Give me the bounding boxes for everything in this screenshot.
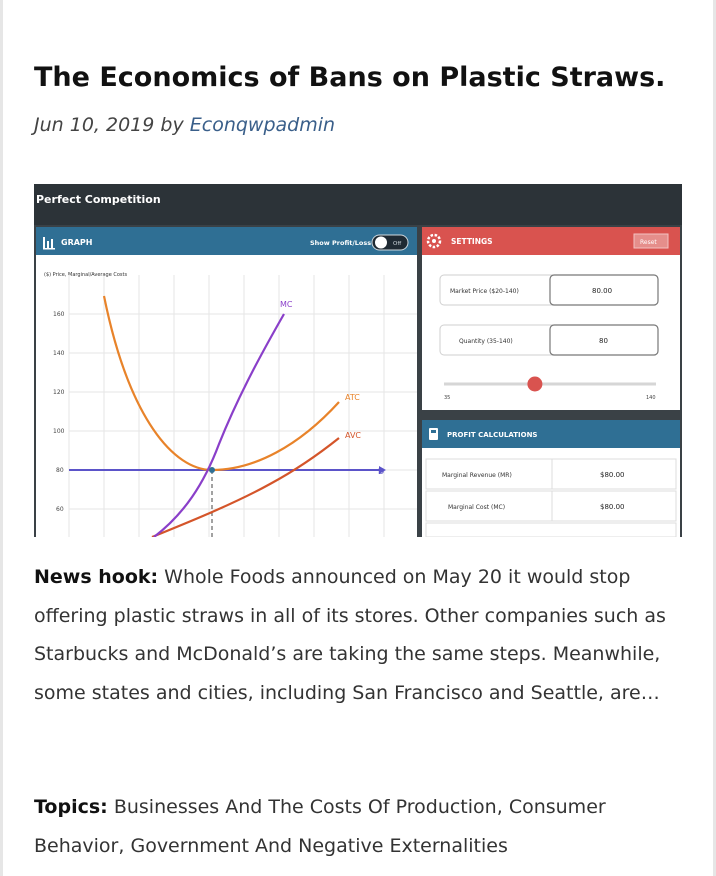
right-frame: [713, 0, 716, 876]
mr-label: Marginal Revenue (MR): [442, 472, 512, 479]
quantity-value: 80: [599, 337, 608, 345]
quantity-slider-handle[interactable]: [527, 376, 543, 392]
slider-min: 35: [444, 395, 450, 401]
topic-separator: ,: [496, 796, 509, 818]
topic-link-government[interactable]: Government And Negative Externalities: [130, 835, 508, 857]
mr-value-cell: [551, 458, 677, 490]
post-meta: Jun 10, 2019 by Econqwpadmin: [34, 114, 335, 136]
market-price-input[interactable]: [549, 274, 659, 306]
mc-value-cell: [551, 490, 677, 522]
topic-link-consumer-behavior[interactable]: Consumer Behavior: [34, 796, 606, 857]
graph-panel-header: [36, 227, 417, 255]
post-excerpt: News hook: Whole Foods announced on May …: [34, 558, 694, 712]
settings-panel: [422, 227, 680, 410]
y-tick-80: 80: [56, 467, 64, 474]
mc-calc-label: Marginal Cost (MC): [448, 504, 505, 511]
excerpt-label: News hook:: [34, 566, 159, 588]
y-tick-140: 140: [53, 350, 65, 357]
mc-value: $80.00: [600, 503, 625, 511]
market-price-value: 80.00: [592, 287, 612, 295]
y-tick-160: 160: [53, 311, 65, 318]
demand-label: D: [378, 467, 384, 476]
left-frame: [0, 0, 3, 876]
topics-label: Topics:: [34, 796, 108, 818]
bar-chart-icon: [43, 237, 55, 250]
mr-label-cell: [425, 458, 553, 490]
toggle-state: Off: [393, 241, 401, 247]
reset-label: Reset: [640, 239, 657, 246]
quantity-input[interactable]: [549, 324, 659, 356]
market-price-label: Market Price ($20-140): [450, 288, 519, 295]
post-title[interactable]: The Economics of Bans on Plastic Straws.: [34, 62, 666, 93]
mc-label-cell: [425, 490, 553, 522]
post-topics: Topics: Businesses And The Costs Of Prod…: [34, 788, 694, 866]
y-tick-60: 60: [56, 506, 64, 513]
graph-panel: [36, 227, 417, 537]
reset-button[interactable]: [633, 233, 669, 249]
post-by: by: [160, 114, 184, 136]
atc-label: ATC: [345, 393, 360, 402]
gear-icon: [426, 233, 442, 249]
y-tick-120: 120: [53, 389, 65, 396]
graph-grid: [68, 275, 417, 537]
post-date: Jun 10, 2019: [34, 114, 155, 136]
demand-arrow: [379, 466, 386, 474]
mr-value: $80.00: [600, 471, 625, 479]
avc-label: AVC: [345, 431, 361, 440]
widget-header-bar: [34, 184, 682, 225]
quantity-label: Quantity (35-140): [459, 338, 513, 345]
y-axis-label: ($) Price, Marginal/Average Costs: [44, 272, 128, 278]
next-row-cell: [425, 522, 677, 537]
graph-title: GRAPH: [61, 238, 92, 247]
profit-title: PROFIT CALCULATIONS: [447, 431, 537, 439]
featured-image[interactable]: Perfect Competition GRAPH Show Profit/Lo…: [34, 184, 682, 537]
topic-separator: ,: [118, 835, 131, 857]
mc-label: MC: [280, 300, 293, 309]
perfect-competition-widget: Perfect Competition GRAPH Show Profit/Lo…: [34, 184, 682, 537]
settings-title: SETTINGS: [451, 237, 493, 246]
excerpt-text: Whole Foods announced on May 20 it would…: [34, 566, 666, 704]
profit-loss-toggle[interactable]: Off: [371, 234, 409, 251]
y-axis-ticks: 160 140 120 100 80 60: [53, 311, 65, 513]
avc-curve: [151, 437, 340, 537]
author-link[interactable]: Econqwpadmin: [189, 114, 336, 136]
profit-panel-header: [422, 420, 680, 448]
topic-link-businesses[interactable]: Businesses And The Costs Of Production: [113, 796, 497, 818]
y-tick-100: 100: [53, 428, 65, 435]
widget-header-title: Perfect Competition: [36, 193, 161, 206]
slider-max: 140: [646, 395, 656, 401]
calculator-icon: [429, 428, 438, 440]
mc-curve: [153, 313, 285, 537]
equilibrium-point: [209, 467, 215, 473]
toggle-label: Show Profit/Loss: [310, 239, 371, 247]
